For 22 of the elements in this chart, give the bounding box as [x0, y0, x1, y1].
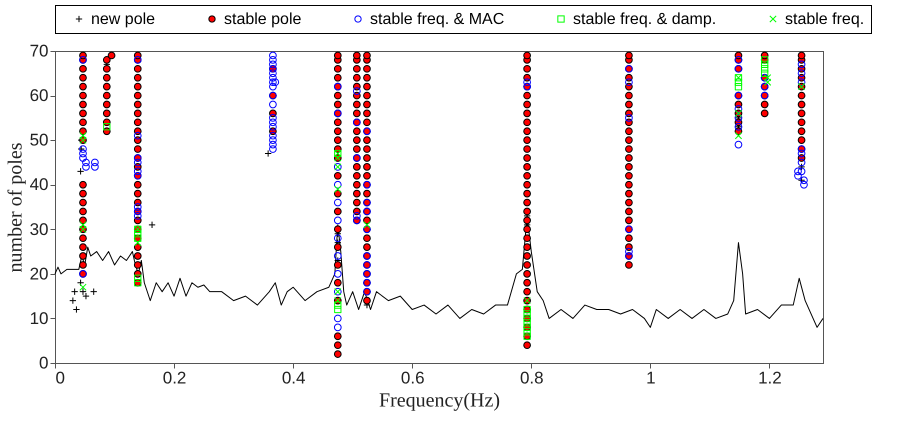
x-tick-label: 0.4	[282, 368, 306, 388]
x-axis-title: Frequency(Hz)	[378, 390, 500, 412]
legend-label: stable pole	[224, 11, 302, 28]
legend-label: new pole	[91, 11, 156, 28]
y-tick-label: 70	[30, 42, 48, 60]
x-tick-label: 0.6	[400, 368, 425, 388]
y-axis-title: number of poles	[4, 142, 27, 272]
legend-label: stable freq. & damp.	[573, 11, 716, 28]
y-tick-label: 40	[30, 175, 48, 194]
y-tick-label: 30	[30, 220, 48, 239]
legend-label: stable freq. & MAC	[370, 11, 504, 28]
y-tick-label: 50	[30, 130, 48, 150]
y-tick-label: 0	[39, 354, 48, 372]
x-tick-label: 0	[56, 368, 65, 388]
x-tick-label: 0.2	[162, 368, 186, 388]
x-tick-label: 1.2	[758, 368, 782, 388]
x-tick-label: 1	[646, 368, 656, 388]
y-tick-label: 20	[30, 264, 48, 284]
x-tick-label: 0.8	[520, 368, 544, 388]
y-tick-label: 10	[30, 308, 48, 328]
y-tick-label: 60	[30, 86, 48, 106]
legend-label: stable freq.	[785, 11, 864, 28]
